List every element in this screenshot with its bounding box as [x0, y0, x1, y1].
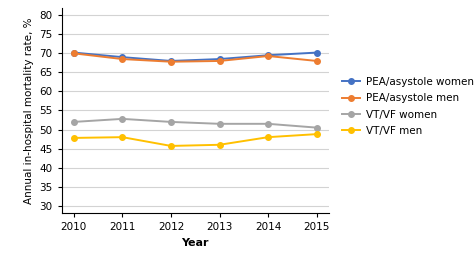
- PEA/asystole women: [265, 54, 271, 57]
- VT/VF men: [119, 136, 125, 139]
- PEA/asystole men: [119, 58, 125, 61]
- Y-axis label: Annual in-hospital mortality rate, %: Annual in-hospital mortality rate, %: [24, 17, 34, 204]
- PEA/asystole men: [314, 59, 319, 62]
- VT/VF women: [119, 117, 125, 120]
- PEA/asystole women: [217, 58, 222, 61]
- PEA/asystole women: [168, 59, 174, 62]
- Line: PEA/asystole women: PEA/asystole women: [71, 50, 319, 64]
- PEA/asystole men: [265, 55, 271, 58]
- VT/VF men: [265, 136, 271, 139]
- VT/VF men: [314, 133, 319, 136]
- PEA/asystole women: [71, 51, 77, 54]
- Line: VT/VF women: VT/VF women: [71, 116, 319, 130]
- VT/VF women: [217, 122, 222, 125]
- VT/VF women: [314, 126, 319, 129]
- PEA/asystole men: [168, 60, 174, 63]
- Line: PEA/asystole men: PEA/asystole men: [71, 51, 319, 65]
- VT/VF men: [217, 143, 222, 146]
- PEA/asystole men: [217, 59, 222, 62]
- VT/VF women: [168, 120, 174, 123]
- Legend: PEA/asystole women, PEA/asystole men, VT/VF women, VT/VF men: PEA/asystole women, PEA/asystole men, VT…: [337, 73, 474, 140]
- PEA/asystole women: [314, 51, 319, 54]
- VT/VF women: [71, 120, 77, 123]
- VT/VF men: [168, 144, 174, 147]
- VT/VF women: [265, 122, 271, 125]
- PEA/asystole women: [119, 56, 125, 59]
- VT/VF men: [71, 136, 77, 139]
- X-axis label: Year: Year: [182, 238, 209, 248]
- Line: VT/VF men: VT/VF men: [71, 131, 319, 149]
- PEA/asystole men: [71, 52, 77, 55]
